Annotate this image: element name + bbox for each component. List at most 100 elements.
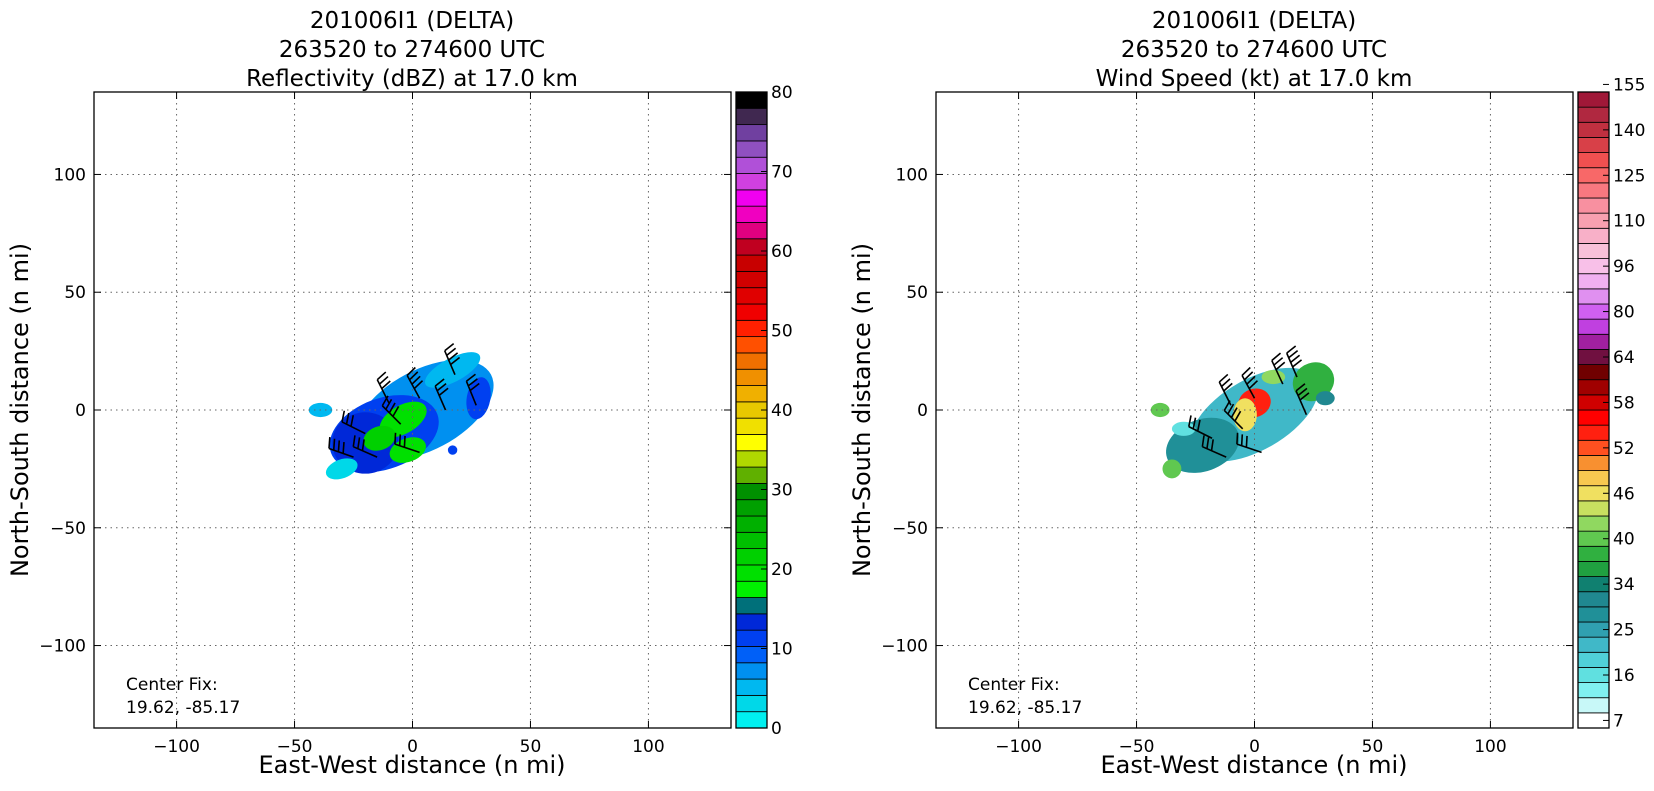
colorbar-swatch xyxy=(735,319,768,338)
barb-flag xyxy=(398,434,402,446)
y-tick-label: 100 xyxy=(896,165,928,185)
barb-flag xyxy=(465,373,476,382)
echo-layer xyxy=(1150,362,1335,479)
colorbar-swatch xyxy=(735,548,768,566)
colorbar-swatch xyxy=(735,352,768,370)
colorbar-tick-label: 46 xyxy=(1613,484,1635,504)
barb-flag xyxy=(406,366,416,376)
wind-barb xyxy=(376,371,391,404)
wind-barb xyxy=(381,395,402,425)
wind-speed-panel: 201006I1 (DELTA) 263520 to 274600 UTC Wi… xyxy=(848,8,1645,779)
echo-region xyxy=(389,437,426,463)
axis-ticks: −100 −50 0 50 100 −100 −50 0 50 100 xyxy=(881,92,1573,757)
barb-flag xyxy=(341,410,346,423)
barb-flag xyxy=(450,356,461,366)
colorbar-swatch xyxy=(735,662,768,680)
colorbar-swatch xyxy=(735,629,768,647)
echo-layer xyxy=(308,352,494,480)
barb-flag xyxy=(1230,407,1238,418)
barb-flag xyxy=(434,378,445,387)
barb-flag xyxy=(332,438,336,451)
wind-barbs xyxy=(328,343,480,458)
colorbar-swatch xyxy=(1577,288,1610,305)
echo-region xyxy=(1150,402,1170,418)
colorbar-swatch xyxy=(735,564,768,582)
y-tick-label: −50 xyxy=(892,519,928,539)
colorbar-swatch xyxy=(1577,470,1610,487)
colorbar-tick-label: 25 xyxy=(1613,621,1635,641)
colorbar-swatch xyxy=(1577,515,1610,532)
echo-region xyxy=(363,425,396,451)
barb-flag xyxy=(350,415,355,427)
colorbar-swatch xyxy=(735,189,768,207)
y-tick-label: −50 xyxy=(50,519,86,539)
barb-flag xyxy=(1223,382,1233,392)
colorbar-tick-label: 80 xyxy=(1613,303,1635,323)
colorbar-swatch xyxy=(735,336,768,354)
barb-flag xyxy=(1241,366,1251,376)
colorbar-swatch xyxy=(1577,364,1610,381)
barb-flag xyxy=(342,442,345,454)
y-tick-label: 0 xyxy=(917,401,928,421)
barb-flag xyxy=(1248,380,1259,390)
colorbar-swatch xyxy=(735,124,768,142)
colorbar-swatch xyxy=(735,515,768,533)
barb-flag xyxy=(1243,371,1254,381)
colorbar-tick-label: 80 xyxy=(771,83,793,103)
barb-flag xyxy=(1187,415,1192,427)
barb-flag xyxy=(1227,403,1235,415)
colorbar-swatch xyxy=(1577,682,1610,699)
echo-region xyxy=(1315,391,1335,406)
colorbar-swatch xyxy=(735,499,768,517)
barb-flag xyxy=(1234,410,1242,422)
colorbar-tick-label: 20 xyxy=(771,560,793,580)
y-tick-label: 100 xyxy=(54,165,86,185)
colorbar-tick-label: 40 xyxy=(771,401,793,421)
colorbar-swatch xyxy=(735,205,768,223)
y-tick-label: 50 xyxy=(64,283,86,303)
center-fix-value: 19.62, -85.17 xyxy=(968,698,1082,718)
barb-flag xyxy=(436,382,447,392)
chart-title-line-3: Wind Speed (kt) at 17.0 km xyxy=(1096,66,1413,92)
x-tick-label: 100 xyxy=(632,737,664,757)
wind-barb xyxy=(1295,383,1310,416)
y-tick-label: −100 xyxy=(881,637,928,657)
barb-flag xyxy=(1295,383,1306,392)
colorbar-swatch xyxy=(1577,697,1610,714)
x-tick-label: 0 xyxy=(1249,737,1260,757)
x-axis-label: East-West distance (n mi) xyxy=(1100,751,1407,779)
colorbar-swatch xyxy=(1577,500,1610,517)
wind-barb xyxy=(1187,415,1213,439)
wind-barb xyxy=(1285,345,1303,378)
barb-flag xyxy=(1210,439,1214,451)
colorbar-swatch xyxy=(735,597,768,615)
colorbar-swatch xyxy=(735,303,768,321)
barb-flag xyxy=(448,352,459,361)
colorbar-swatch xyxy=(1577,106,1610,123)
center-fix-label: Center Fix: xyxy=(126,675,218,695)
wind-barb xyxy=(352,435,378,458)
colorbar-swatch xyxy=(735,222,768,240)
wind-barb xyxy=(434,378,449,411)
colorbar-swatch xyxy=(1577,197,1610,214)
x-tick-label: 50 xyxy=(520,737,542,757)
colorbar-swatch xyxy=(735,173,768,191)
colorbar-tick-label: 58 xyxy=(1613,393,1635,413)
barb-flag xyxy=(381,395,389,407)
colorbar-tick-label: 7 xyxy=(1613,711,1624,731)
wind-barb xyxy=(394,432,420,454)
barb-flag xyxy=(1196,419,1201,432)
colorbar-swatch xyxy=(735,140,768,158)
colorbar-swatch xyxy=(735,254,768,272)
echo-region xyxy=(325,458,358,480)
wind-barb xyxy=(341,410,366,435)
wind-barb xyxy=(1223,400,1244,430)
colorbar-tick-label: 52 xyxy=(1613,439,1635,459)
colorbar-swatch xyxy=(735,482,768,501)
colorbar-tick-label: 140 xyxy=(1613,121,1645,141)
grid-lines xyxy=(94,92,731,728)
colorbar-swatch xyxy=(735,531,768,550)
colorbar-swatch xyxy=(1577,636,1610,653)
